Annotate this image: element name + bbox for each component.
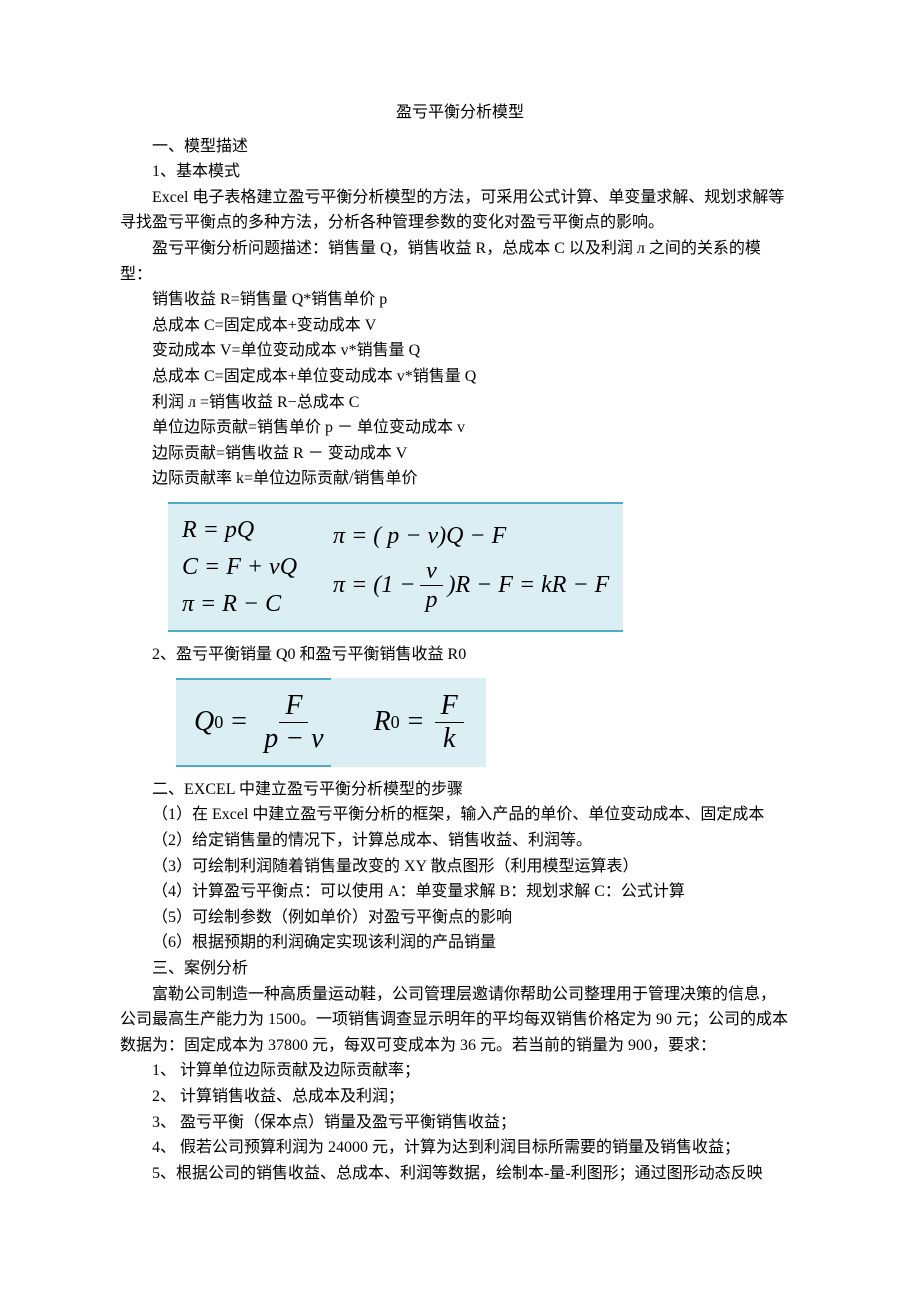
step-item: （6）根据预期的利润确定实现该利润的产品销量 <box>120 930 800 956</box>
symbol: R <box>374 700 391 745</box>
case-item: 4、 假若公司预算利润为 24000 元，计算为达到利润目标所需要的销量及销售收… <box>120 1135 800 1161</box>
equation-text: 变动成本 V=单位变动成本 v*销售量 Q <box>120 338 800 364</box>
case-item: 5、根据公司的销售收益、总成本、利润等数据，绘制本-量-利图形；通过图形动态反映 <box>120 1161 800 1187</box>
section-heading-3: 三、案例分析 <box>120 956 800 982</box>
step-item: （1）在 Excel 中建立盈亏平衡分析的框架，输入产品的单价、单位变动成本、固… <box>120 802 800 828</box>
subscript: 0 <box>214 708 223 737</box>
denominator: p <box>419 586 443 612</box>
equation-text: 单位边际贡献=销售单价 p － 单位变动成本 v <box>120 415 800 441</box>
equation-text: 利润 л =销售收益 R−总成本 C <box>120 390 800 416</box>
case-item: 1、 计算单位边际贡献及边际贡献率； <box>120 1058 800 1084</box>
step-item: （3）可绘制利润随着销售量改变的 XY 散点图形（利用模型运算表） <box>120 854 800 880</box>
numerator: F <box>435 692 464 723</box>
formula-col-right: π = ( p − v)Q − F π = (1 − v p )R − F = … <box>333 522 609 612</box>
equation-text: 总成本 C=固定成本+变动成本 V <box>120 313 800 339</box>
fraction: F k <box>435 692 464 753</box>
numerator: F <box>279 692 308 723</box>
section-heading-1: 一、模型描述 <box>120 134 800 160</box>
equation-text: 销售收益 R=销售量 Q*销售单价 p <box>120 287 800 313</box>
document-page: 盈亏平衡分析模型 一、模型描述 1、基本模式 Excel 电子表格建立盈亏平衡分… <box>0 0 920 1302</box>
formula: Q0 = F p − v <box>194 692 334 753</box>
paragraph: 盈亏平衡分析问题描述：销售量 Q，销售收益 R，总成本 C 以及利润 л 之间的… <box>120 236 800 262</box>
subsection-1-2: 2、盈亏平衡销量 Q0 和盈亏平衡销售收益 R0 <box>120 642 800 668</box>
formula-block-1: R = pQ C = F + vQ π = R − C π = ( p − v)… <box>168 502 623 632</box>
formula-block-2: Q0 = F p − v R0 = F k <box>176 678 486 767</box>
formula: R0 = F k <box>374 692 468 753</box>
formula: R = pQ <box>182 516 297 545</box>
equation-text: 边际贡献率 k=单位边际贡献/销售单价 <box>120 466 800 492</box>
case-paragraph: 富勒公司制造一种高质量运动鞋，公司管理层邀请你帮助公司整理用于管理决策的信息， <box>120 982 800 1008</box>
step-item: （5）可绘制参数（例如单价）对盈亏平衡点的影响 <box>120 905 800 931</box>
paragraph: Excel 电子表格建立盈亏平衡分析模型的方法，可采用公式计算、单变量求解、规划… <box>120 185 800 236</box>
formula-col-left: R = pQ C = F + vQ π = R − C <box>182 516 297 618</box>
step-item: （2）给定销售量的情况下，计算总成本、销售收益、利润等。 <box>120 828 800 854</box>
formula-part: )R − F = kR − F <box>447 571 609 600</box>
denominator: k <box>437 723 461 753</box>
step-item: （4）计算盈亏平衡点：可以使用 A：单变量求解 B：规划求解 C：公式计算 <box>120 879 800 905</box>
numerator: v <box>420 559 443 586</box>
case-item: 3、 盈亏平衡（保本点）销量及盈亏平衡销售收益； <box>120 1110 800 1136</box>
fraction: v p <box>419 559 443 612</box>
paragraph-cont: 型： <box>120 262 800 288</box>
formula: C = F + vQ <box>182 553 297 582</box>
denominator: p − v <box>258 723 329 753</box>
formula-part: π = (1 − <box>333 571 415 600</box>
formula: π = R − C <box>182 590 297 619</box>
equation-text: 边际贡献=销售收益 R － 变动成本 V <box>120 441 800 467</box>
section-heading-2: 二、EXCEL 中建立盈亏平衡分析模型的步骤 <box>120 777 800 803</box>
equation-text: 总成本 C=固定成本+单位变动成本 v*销售量 Q <box>120 364 800 390</box>
page-title: 盈亏平衡分析模型 <box>120 100 800 126</box>
case-paragraph: 公司最高生产能力为 1500。一项销售调查显示明年的平均每双销售价格定为 90 … <box>120 1007 800 1058</box>
case-item: 2、 计算销售收益、总成本及利润； <box>120 1084 800 1110</box>
subsection-1-1: 1、基本模式 <box>120 159 800 185</box>
symbol: Q <box>194 700 214 745</box>
fraction: F p − v <box>258 692 329 753</box>
formula: π = ( p − v)Q − F <box>333 522 609 551</box>
formula: π = (1 − v p )R − F = kR − F <box>333 559 609 612</box>
subscript: 0 <box>391 708 400 737</box>
